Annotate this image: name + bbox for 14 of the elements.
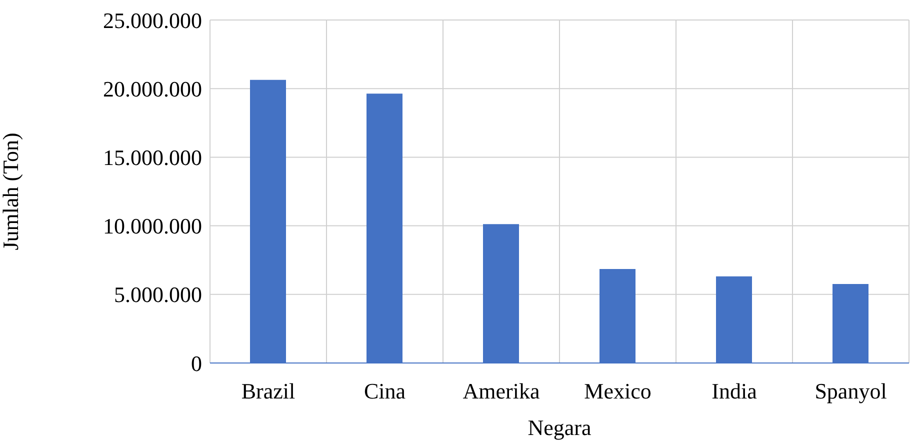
- x-tick-label: Mexico: [584, 378, 652, 404]
- y-tick-label: 5.000.000: [114, 282, 202, 308]
- x-tick-label: Brazil: [241, 378, 296, 404]
- x-tick-label: India: [712, 378, 758, 404]
- y-tick-label: 0: [191, 350, 202, 376]
- x-tick-label: Cina: [364, 378, 406, 404]
- x-axis-title: Negara: [528, 415, 592, 440]
- y-tick-label: 15.000.000: [103, 145, 202, 170]
- x-tick-label: Amerika: [462, 378, 540, 404]
- y-tick-label: 25.000.000: [103, 8, 202, 33]
- y-axis-title: Jumlah (Ton): [0, 132, 23, 250]
- x-tick-label: Spanyol: [814, 378, 887, 404]
- y-tick-label: 20.000.000: [103, 76, 202, 102]
- y-tick-label: 10.000.000: [103, 214, 202, 239]
